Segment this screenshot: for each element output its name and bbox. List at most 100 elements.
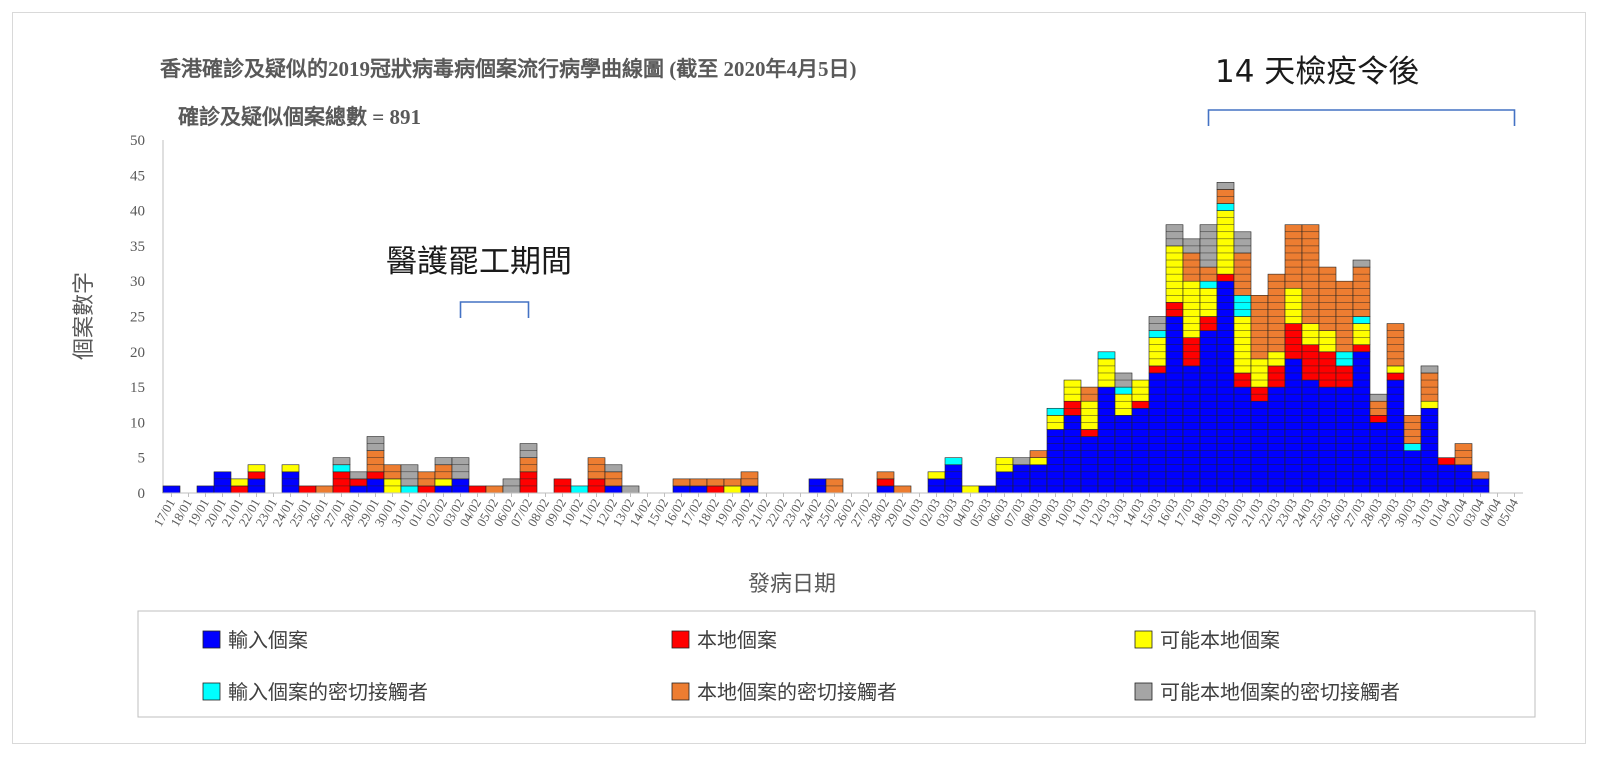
y-tick-label: 50 [130,133,145,149]
bar-segment [1080,429,1099,437]
bar-segment [1165,316,1184,494]
bar-segment [366,471,385,480]
y-tick-label: 45 [130,168,145,184]
bar-segment [1301,323,1320,346]
bar-segment [230,485,249,494]
bar-segment [1114,393,1133,416]
y-axis: 0 5 10 15 20 25 30 35 40 45 50 [130,133,164,502]
bar-segment [1420,365,1439,374]
bar-segment [349,471,368,480]
legend-label: 輸入個案 [228,628,308,652]
legend-label: 本地個案的密切接觸者 [697,680,897,704]
bar-segment [1233,295,1252,317]
bar-segment [604,485,623,494]
bar-segment [1284,224,1303,289]
legend-swatch [202,682,221,701]
bar-segment [1369,393,1388,402]
bar-segment [978,485,997,494]
bar-segment [1131,400,1150,409]
bar-segment [1148,365,1167,374]
bar-segment [400,485,419,494]
bar-segment [723,478,742,487]
bar-segment [1046,429,1065,494]
y-tick-label: 0 [138,486,146,502]
bar-segment [1029,457,1048,466]
y-tick-label: 35 [130,239,145,255]
bar-segment [1420,400,1439,409]
bar-segment [349,485,368,494]
bar-segment [213,471,232,494]
bar-segment [1318,330,1337,353]
bar-segment [1352,344,1371,353]
bar-segment [451,457,470,480]
bar-segment [162,485,181,494]
bar-segment [468,485,487,494]
y-tick-label: 15 [130,380,145,396]
bar-segment [570,485,589,494]
bar-segment [1301,344,1320,381]
y-tick-label: 30 [130,274,145,290]
bar-segment [723,485,742,494]
bar-segment [689,478,708,487]
bar-segment [876,485,895,494]
bar-segment [1267,386,1286,494]
x-axis-label: 發病日期 [748,572,836,597]
bar-segment [1284,287,1303,324]
bar-segment [485,485,504,494]
bar-segment [196,485,215,494]
bar-segment [1284,358,1303,494]
bar-segment [1216,273,1235,282]
legend-label: 本地個案 [697,628,777,652]
bar-segment [1352,316,1371,324]
bar-segment [1403,443,1422,451]
bar-segment [1284,323,1303,360]
bar-segment [332,471,351,494]
legend-swatch [202,630,221,649]
y-tick-label: 40 [130,204,145,220]
bar-segment [1148,330,1167,338]
bar-segment [1250,400,1269,494]
bar-segment [893,485,912,494]
bar-segment [247,471,266,480]
bar-segment [1097,351,1116,360]
bar-segment [298,485,317,494]
y-tick-label: 5 [138,451,146,467]
bar-segment [1046,407,1065,416]
bar-segment [1335,365,1354,388]
bars-layer [162,182,1490,494]
bar-segment [1318,266,1337,331]
bar-segment [706,478,725,487]
legend-label: 可能本地個案的密切接觸者 [1160,680,1400,704]
x-axis: 17/0118/0119/0120/0121/0122/0123/0124/01… [150,492,1523,529]
bar-segment [1097,386,1116,494]
bar-segment [332,457,351,466]
bar-segment [1318,386,1337,494]
bar-segment [1148,372,1167,494]
quarantine-bracket [1207,109,1516,126]
quarantine-label: 14 天檢疫令後 [1215,54,1419,90]
bar-segment [1216,203,1235,211]
bar-segment [1012,457,1031,466]
bar-segment [1029,450,1048,459]
bar-segment [604,464,623,473]
bar-segment [1063,415,1082,494]
bar-segment [1352,259,1371,268]
bar-segment [1233,231,1252,254]
chart-title: 香港確診及疑似的2019冠狀病毒病個案流行病學曲線圖 (截至 2020年4月5日… [160,57,856,81]
bar-segment [1216,182,1235,190]
bar-segment [621,485,640,494]
bar-segment [1199,330,1218,494]
bar-segment [587,457,606,480]
y-tick-label: 10 [130,415,145,431]
bar-segment [672,478,691,487]
bar-segment [1335,386,1354,494]
bar-segment [961,485,980,494]
bar-segment [672,485,691,494]
legend-swatch [671,630,690,649]
bar-segment [1233,386,1252,494]
bar-segment [1471,471,1490,480]
strike-label: 醫護罷工期間 [386,244,572,280]
bar-segment [315,485,334,494]
bar-segment [944,457,963,466]
